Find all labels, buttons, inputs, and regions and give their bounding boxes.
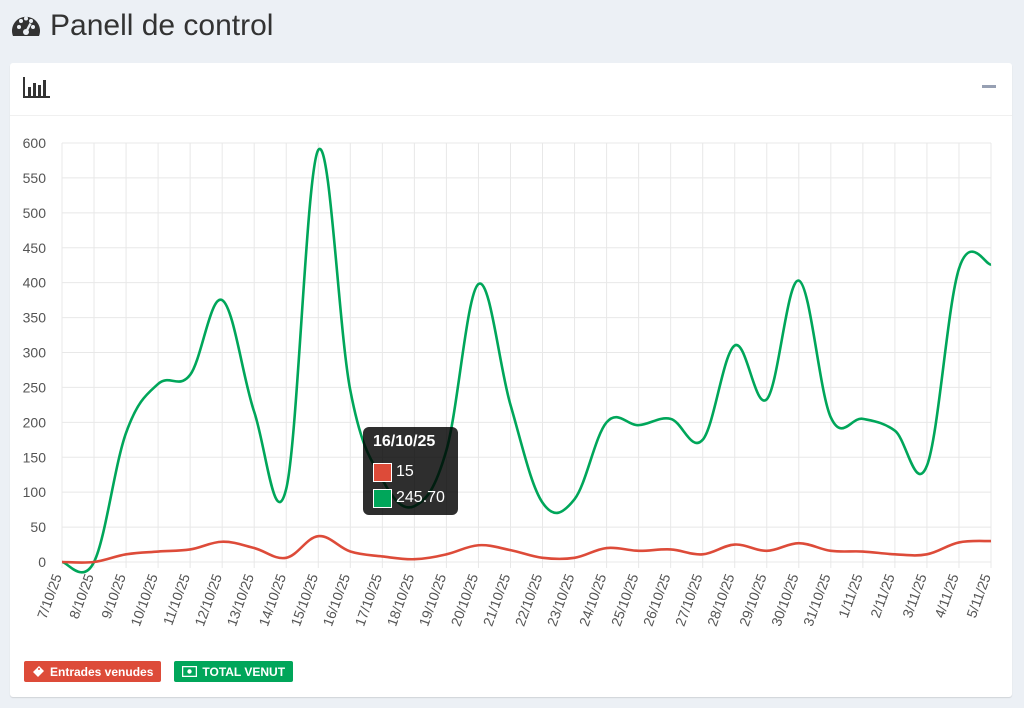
y-tick-label: 250 bbox=[23, 379, 47, 395]
legend-total-venut[interactable]: TOTAL VENUT bbox=[174, 661, 294, 682]
card-header bbox=[10, 63, 1012, 116]
chart-legend: Entrades venudes TOTAL VENUT bbox=[24, 661, 294, 682]
x-tick-label: 10/10/25 bbox=[127, 571, 161, 628]
tooltip-entrades-value: 15 bbox=[396, 463, 414, 480]
series-line-entrades-venudes bbox=[61, 534, 992, 564]
x-tick-label: 4/11/25 bbox=[931, 571, 962, 620]
x-tick-label: 23/10/25 bbox=[544, 571, 578, 628]
tooltip-row-entrades: 15 bbox=[373, 459, 458, 485]
tooltip-row-total: 245.70 bbox=[373, 485, 458, 511]
minus-icon[interactable] bbox=[982, 85, 996, 88]
x-tick-label: 16/10/25 bbox=[319, 571, 353, 628]
y-tick-label: 300 bbox=[23, 345, 47, 361]
x-tick-label: 13/10/25 bbox=[223, 571, 257, 628]
y-tick-label: 450 bbox=[23, 240, 47, 256]
legend-entrades-label: Entrades venudes bbox=[50, 664, 154, 679]
x-tick-label: 2/11/25 bbox=[867, 571, 898, 620]
x-tick-label: 29/10/25 bbox=[736, 571, 770, 628]
legend-entrades-venudes[interactable]: Entrades venudes bbox=[24, 661, 162, 682]
x-tick-label: 26/10/25 bbox=[640, 571, 674, 628]
x-tick-label: 21/10/25 bbox=[480, 571, 514, 628]
y-tick-label: 500 bbox=[23, 205, 47, 221]
x-tick-label: 20/10/25 bbox=[448, 571, 482, 628]
x-tick-label: 9/10/25 bbox=[98, 571, 129, 621]
line-chart: 0 50 100 150 200 250 300 350 400 450 500 550 600 7/1… bbox=[23, 135, 994, 628]
chart-card: 0 50 100 150 200 250 300 350 400 450 500 550 600 7/1… bbox=[10, 63, 1012, 697]
x-tick-label: 18/10/25 bbox=[384, 571, 418, 628]
page-header: Panell de control bbox=[10, 6, 273, 46]
chart-tooltip: 16/10/25 15 245.70 bbox=[363, 427, 458, 515]
tooltip-date: 16/10/25 bbox=[373, 433, 436, 450]
legend-total-label: TOTAL VENUT bbox=[202, 664, 286, 679]
x-tick-label: 28/10/25 bbox=[704, 571, 738, 628]
dashboard-gauge-icon bbox=[12, 16, 41, 36]
tooltip-total-value: 245.70 bbox=[396, 489, 445, 506]
y-tick-label: 350 bbox=[23, 310, 47, 326]
tooltip-swatch-red bbox=[373, 462, 392, 482]
x-tick-label: 3/11/25 bbox=[899, 571, 930, 620]
y-tick-label: 550 bbox=[23, 170, 47, 186]
y-tick-label: 400 bbox=[23, 275, 47, 291]
y-tick-label: 150 bbox=[23, 449, 47, 465]
y-tick-label: 100 bbox=[23, 484, 47, 500]
x-tick-label: 7/10/25 bbox=[34, 571, 65, 621]
x-tick-label: 24/10/25 bbox=[576, 571, 610, 628]
x-tick-label: 22/10/25 bbox=[512, 571, 546, 628]
x-tick-label: 31/10/25 bbox=[800, 571, 834, 628]
x-tick-label: 14/10/25 bbox=[255, 571, 289, 628]
x-tick-label: 5/11/25 bbox=[963, 571, 994, 620]
x-tick-label: 17/10/25 bbox=[351, 571, 385, 628]
series-line-total-venut bbox=[61, 147, 992, 574]
x-tick-label: 1/11/25 bbox=[835, 571, 866, 620]
x-tick-label: 19/10/25 bbox=[416, 571, 450, 628]
money-icon bbox=[182, 666, 198, 677]
x-tick-label: 25/10/25 bbox=[608, 571, 642, 628]
y-tick-label: 200 bbox=[23, 414, 47, 430]
y-tick-label: 0 bbox=[38, 554, 46, 570]
x-tick-label: 12/10/25 bbox=[191, 571, 225, 628]
bar-chart-icon bbox=[23, 77, 50, 98]
ticket-icon bbox=[32, 665, 45, 678]
tooltip-swatch-green bbox=[373, 488, 392, 508]
x-tick-label: 30/10/25 bbox=[768, 571, 802, 628]
page-title: Panell de control bbox=[50, 9, 274, 42]
x-tick-label: 11/10/25 bbox=[160, 571, 193, 627]
x-tick-label: 8/10/25 bbox=[66, 571, 97, 621]
y-tick-label: 600 bbox=[23, 135, 47, 151]
x-tick-label: 27/10/25 bbox=[672, 571, 706, 628]
y-tick-label: 50 bbox=[30, 519, 46, 535]
x-tick-label: 15/10/25 bbox=[287, 571, 321, 628]
